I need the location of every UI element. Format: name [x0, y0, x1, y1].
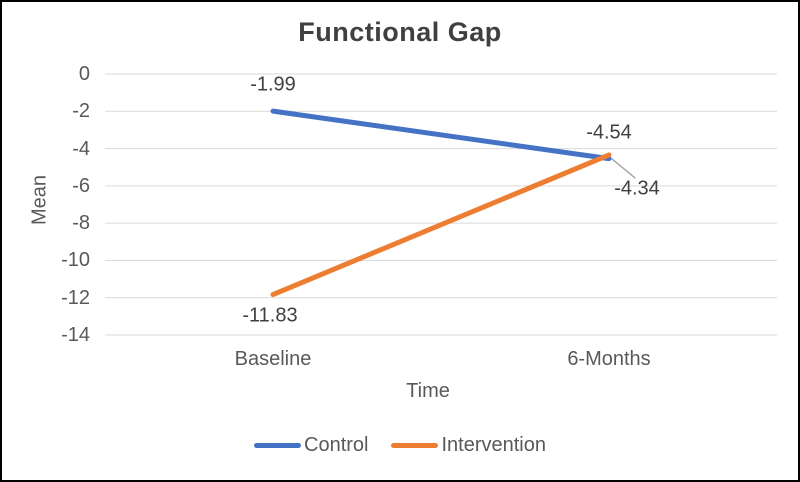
y-tick-label: -10: [61, 249, 90, 272]
y-tick-label: -4: [72, 137, 90, 160]
intervention-series-line[interactable]: [270, 152, 612, 298]
legend-item-control: Control: [254, 434, 368, 457]
plot-area: -1.99 -4.54 -11.83 -4.34: [105, 73, 777, 336]
y-axis-title: Mean: [28, 174, 51, 226]
y-tick-label: -2: [72, 100, 90, 123]
chart-title: Functional Gap: [298, 17, 502, 47]
x-tick-label-baseline: Baseline: [234, 348, 312, 370]
x-axis-title: Time: [406, 380, 450, 402]
legend-label-intervention: Intervention: [441, 434, 546, 456]
control-series-line[interactable]: [270, 108, 612, 162]
data-label: -4.54: [586, 121, 632, 144]
plot-canvas: [105, 73, 777, 336]
intervention-line-swatch: [391, 443, 439, 448]
y-tick-label: -14: [61, 324, 90, 346]
y-tick-label: -8: [72, 212, 90, 235]
legend-item-intervention: Intervention: [391, 434, 546, 457]
data-label: -4.34: [614, 177, 660, 200]
x-tick-label-6-months: 6-Months: [567, 348, 651, 370]
legend: Control Intervention: [2, 434, 798, 457]
data-label-leader-line: [611, 158, 636, 179]
data-label: -1.99: [250, 73, 296, 96]
y-tick-label: 0: [78, 63, 90, 85]
legend-label-control: Control: [304, 434, 369, 456]
y-tick-label: -12: [61, 286, 90, 309]
control-line-swatch: [254, 443, 301, 448]
y-tick-label: -6: [72, 174, 90, 197]
data-label: -11.83: [242, 304, 298, 327]
